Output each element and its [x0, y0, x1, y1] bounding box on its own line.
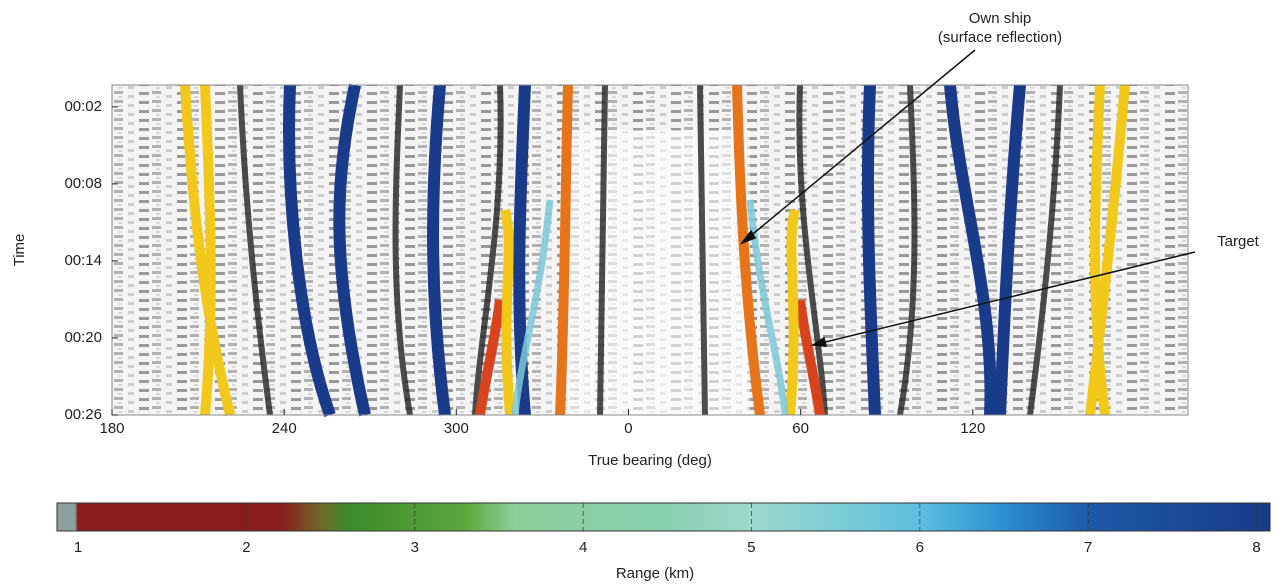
- x-tick-label: 60: [792, 420, 809, 437]
- annotations: [739, 49, 1196, 347]
- y-tick-label: 00:08: [64, 175, 102, 192]
- colorbar-tick-label: 5: [747, 539, 755, 556]
- annotation: (surface reflection): [938, 29, 1062, 46]
- colorbar-tick-label: 6: [916, 539, 924, 556]
- x-tick-label: 180: [99, 420, 124, 437]
- y-tick-label: 00:20: [64, 329, 102, 346]
- colorbar: [56, 502, 1271, 532]
- colorbar-tick-label: 3: [411, 539, 419, 556]
- y-tick-label: 00:14: [64, 252, 102, 269]
- colorbar-tick-label: 7: [1084, 539, 1092, 556]
- colorbar-tick-label: 1: [74, 539, 82, 556]
- y-tick-label: 00:02: [64, 98, 102, 115]
- x-tick-label: 120: [960, 420, 985, 437]
- x-tick-label: 0: [624, 420, 632, 437]
- plot-area: [111, 83, 1189, 417]
- colorbar-tick-label: 2: [242, 539, 250, 556]
- y-axis-label: Time: [11, 234, 28, 267]
- colorbar-label: Range (km): [616, 565, 694, 582]
- colorbar-tick-label: 8: [1252, 539, 1260, 556]
- y-tick-label: 00:26: [64, 406, 102, 423]
- colorbar-tick-label: 4: [579, 539, 587, 556]
- annotation: Own ship: [969, 10, 1032, 27]
- x-axis-label: True bearing (deg): [588, 452, 712, 469]
- x-tick-label: 300: [444, 420, 469, 437]
- annotation: Target: [1217, 233, 1260, 250]
- x-tick-label: 240: [272, 420, 297, 437]
